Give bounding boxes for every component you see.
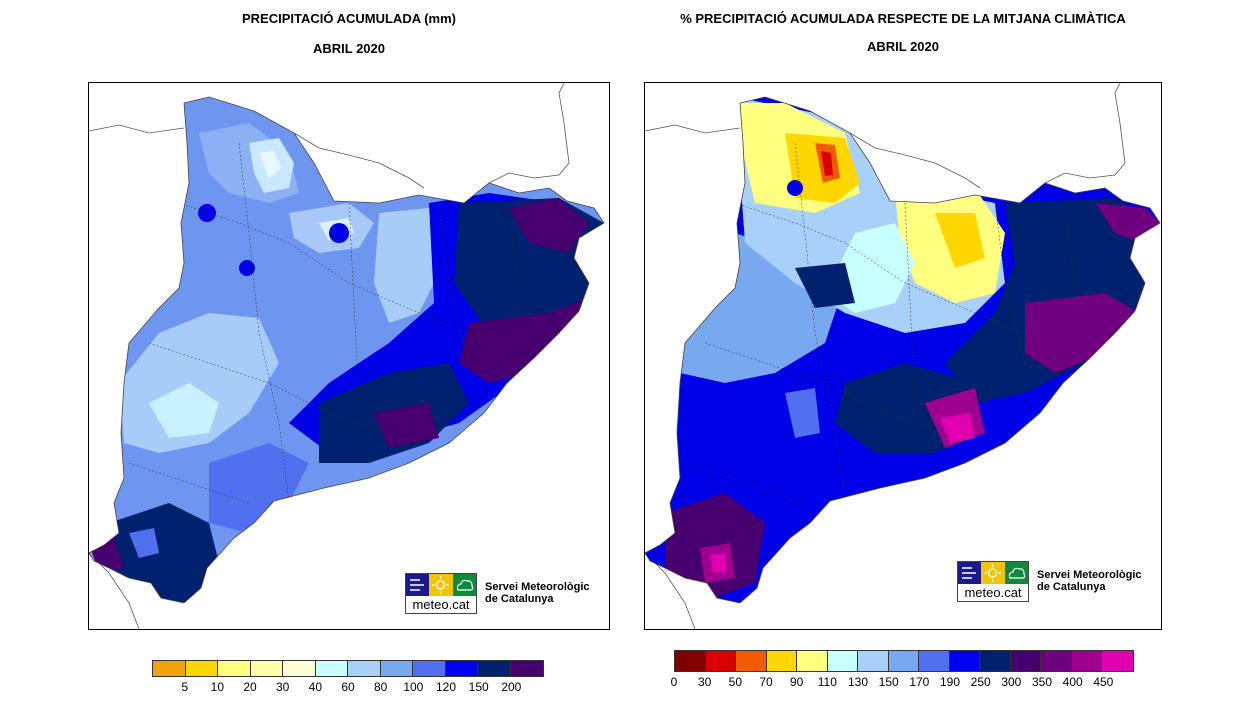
- right-legend-swatch-2: [736, 651, 767, 671]
- right-legend-swatch-6: [858, 651, 889, 671]
- right-map-title: % PRECIPITACIÓ ACUMULADA RESPECTE DE LA …: [680, 11, 1126, 26]
- left-legend-label-2: 20: [243, 680, 257, 694]
- right-legend-label-5: 110: [817, 675, 837, 689]
- right-legend-swatch-11: [1010, 651, 1042, 671]
- left-legend-swatch-4: [283, 661, 316, 676]
- right-legend-labels: 0 30 50 70 90 110 130 150 170 190 250 300 350 400 450: [670, 672, 1134, 689]
- left-map-panel: meteo.cat Servei Meteorològic de Catalun…: [88, 82, 610, 630]
- left-precipitation-map: [89, 83, 605, 629]
- meteocat-logo: meteo.cat Servei Meteorològic de Catalun…: [405, 573, 590, 614]
- left-legend-swatch-2: [218, 661, 251, 676]
- right-percentage-map: [645, 83, 1161, 629]
- left-legend-label-10: 200: [501, 680, 522, 694]
- right-legend-swatch-5: [827, 651, 859, 671]
- logo-text-line1: Servei Meteorològic: [485, 581, 590, 593]
- right-legend-label-13: 400: [1062, 675, 1083, 689]
- sun-icon: [429, 574, 453, 596]
- left-legend-swatch-8: [413, 661, 446, 676]
- right-legend-label-1: 30: [697, 675, 712, 689]
- right-color-legend: 0 30 50 70 90 110 130 150 170 190 250 300 350 400 450: [670, 650, 1134, 689]
- right-legend-label-9: 190: [939, 675, 961, 689]
- right-legend-label-0: 0: [670, 675, 678, 689]
- left-legend-label-1: 10: [210, 680, 225, 694]
- right-legend-label-6: 130: [847, 675, 869, 689]
- right-legend-swatch-4: [797, 651, 828, 671]
- right-legend-swatch-3: [766, 651, 798, 671]
- logo-box: meteo.cat: [405, 573, 477, 614]
- right-legend-label-4: 90: [789, 675, 804, 689]
- right-legend-label-3: 70: [759, 675, 773, 689]
- meteocat-logo-right: meteo.cat Servei Meteorològic de Catalun…: [957, 561, 1142, 602]
- cloud-icon: [452, 574, 476, 596]
- wind-icon: [958, 562, 982, 584]
- right-legend-swatch-13: [1071, 651, 1103, 671]
- left-legend-swatch-3: [250, 661, 283, 676]
- right-legend-swatch-14: [1102, 651, 1133, 671]
- left-color-legend: 5 10 20 30 40 60 80 100 120 150 200: [152, 660, 544, 694]
- left-legend-label-4: 40: [308, 680, 323, 694]
- right-legend-label-10: 250: [970, 675, 991, 689]
- left-legend-label-8: 120: [435, 680, 457, 694]
- left-map-title: PRECIPITACIÓ ACUMULADA (mm): [241, 11, 456, 26]
- right-legend-swatch-7: [888, 651, 920, 671]
- right-legend-label-14: 450: [1093, 675, 1114, 689]
- right-legend-label-2: 50: [728, 675, 743, 689]
- left-legend-label-3: 30: [275, 680, 290, 694]
- left-legend-swatch-7: [380, 661, 413, 676]
- right-legend-swatch-8: [919, 651, 950, 671]
- left-legend-swatch-9: [445, 661, 478, 676]
- left-legend-swatch-11: [510, 661, 543, 676]
- left-legend-swatch-10: [478, 661, 511, 676]
- right-legend-swatch-9: [949, 651, 981, 671]
- sun-icon: [981, 562, 1005, 584]
- cloud-icon: [1004, 562, 1028, 584]
- wind-icon: [406, 574, 430, 596]
- logo-wordmark-right: meteo.cat: [964, 585, 1022, 600]
- left-legend-label-0: 5: [181, 680, 188, 694]
- logo-wordmark: meteo.cat: [412, 597, 470, 612]
- right-legend-swatch-12: [1041, 651, 1072, 671]
- left-legend-label-5: 60: [341, 680, 355, 694]
- right-legend-bar: [674, 650, 1134, 672]
- logo-text-line2: de Catalunya: [485, 593, 554, 605]
- left-legend-swatch-1: [185, 661, 218, 676]
- right-legend-swatch-0: [675, 651, 706, 671]
- left-legend-label-7: 100: [403, 680, 424, 694]
- left-legend-swatch-5: [315, 661, 348, 676]
- left-legend-swatch-6: [348, 661, 381, 676]
- right-map-panel: meteo.cat Servei Meteorològic de Catalun…: [644, 82, 1162, 630]
- left-legend-label-9: 150: [468, 680, 489, 694]
- right-legend-label-8: 170: [909, 675, 930, 689]
- right-legend-label-12: 350: [1031, 675, 1053, 689]
- logo-box-right: meteo.cat: [957, 561, 1029, 602]
- right-legend-swatch-10: [980, 651, 1011, 671]
- right-map-subtitle: ABRIL 2020: [866, 39, 939, 54]
- right-legend-label-7: 150: [878, 675, 899, 689]
- left-legend-labels: 5 10 20 30 40 60 80 100 120 150 200: [152, 677, 544, 694]
- left-map-subtitle: ABRIL 2020: [312, 41, 385, 56]
- left-legend-bar: [152, 660, 544, 677]
- right-legend-label-11: 300: [1001, 675, 1022, 689]
- logo-text-line2-right: de Catalunya: [1037, 581, 1106, 593]
- logo-text-line1-right: Servei Meteorològic: [1037, 569, 1142, 581]
- left-legend-swatch-0: [153, 661, 186, 676]
- left-legend-label-6: 80: [373, 680, 388, 694]
- right-legend-swatch-1: [705, 651, 737, 671]
